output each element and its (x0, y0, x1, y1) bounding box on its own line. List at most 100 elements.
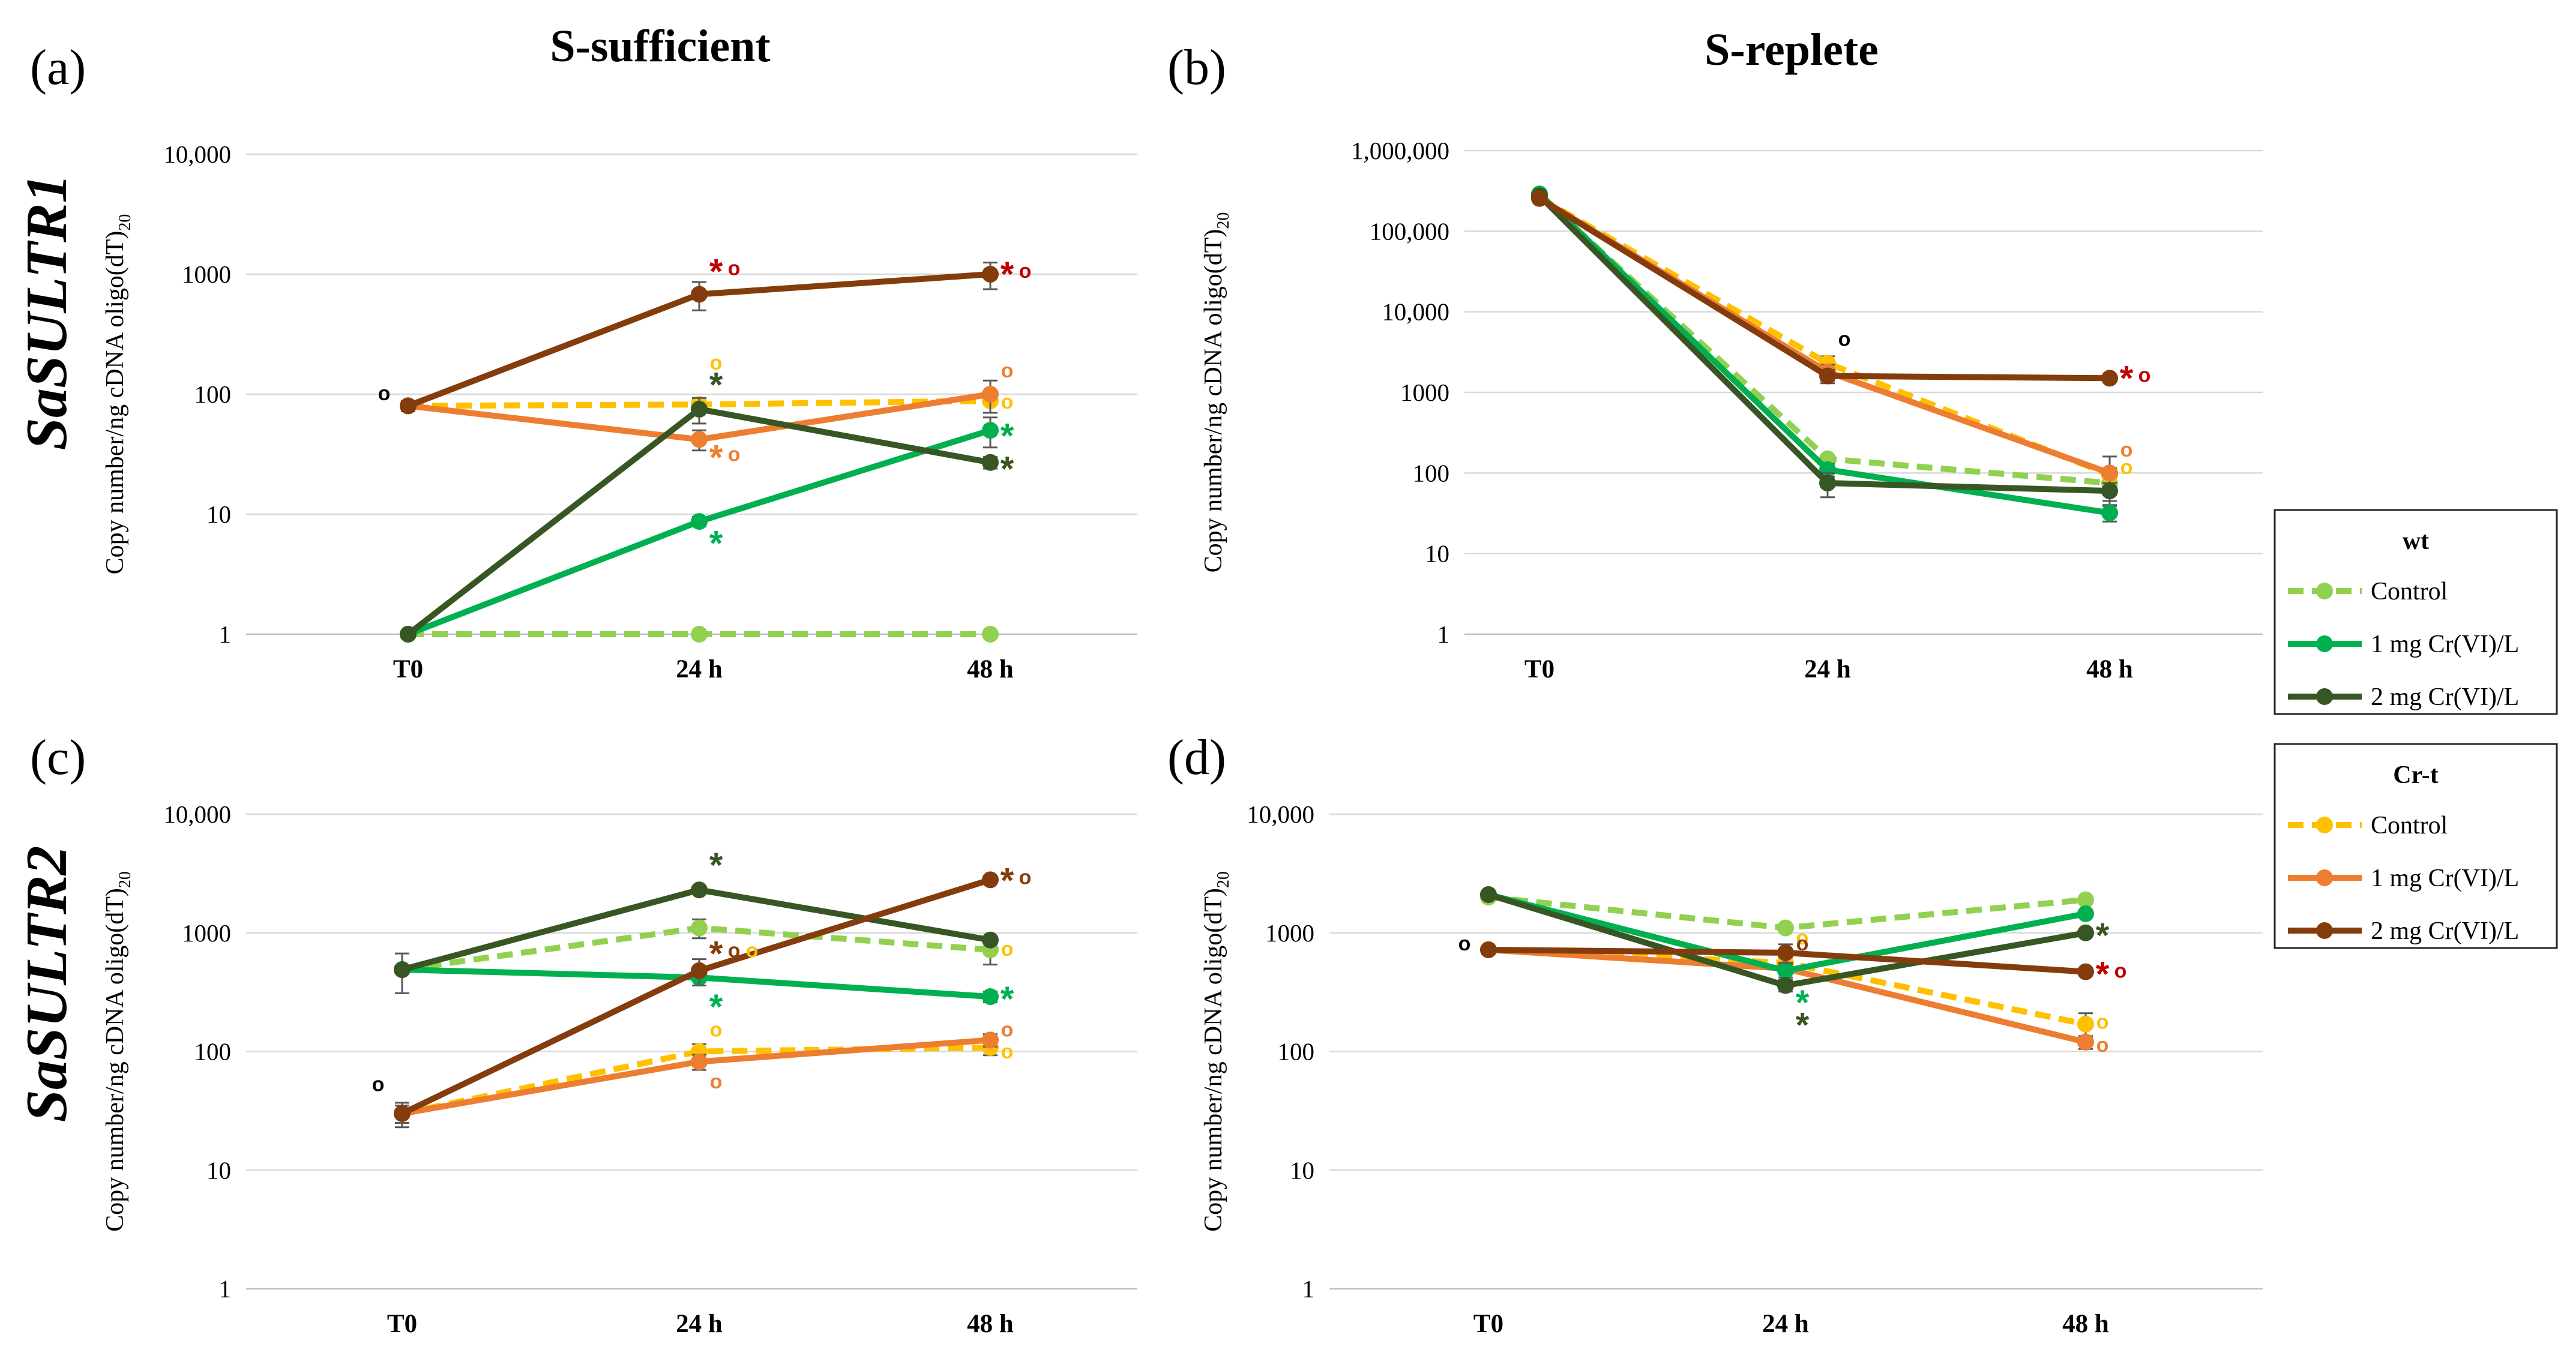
data-point (1819, 367, 1836, 385)
significance-circle: o (710, 1070, 723, 1093)
y-axis-label: Copy number/ng cDNA oligo(dT)20 (1200, 871, 1233, 1232)
y-tick-label: 1000 (1265, 919, 1314, 947)
significance-circle: o (710, 352, 723, 374)
y-axis-label-subscript: 20 (1214, 871, 1233, 888)
y-tick-label: 10,000 (163, 800, 231, 828)
x-tick-label: 24 h (1804, 655, 1851, 683)
row-title-sasultr2: SaSULTR2 (14, 845, 79, 1122)
legend-swatch-marker (2316, 635, 2333, 652)
significance-asterisk: * (1001, 861, 1014, 900)
series-wt_2mg (394, 881, 999, 979)
significance-asterisk: * (1001, 417, 1014, 456)
legend-item-label: Control (2371, 812, 2448, 839)
significance-asterisk: * (709, 253, 723, 292)
data-point (982, 454, 999, 471)
data-point (691, 286, 708, 303)
data-point (2101, 370, 2118, 387)
y-axis-label-subscript: 20 (116, 214, 134, 231)
series-line (407, 427, 992, 637)
series-line (1537, 193, 2110, 494)
y-tick-label: 1 (1437, 620, 1450, 648)
legend-title: wt (2403, 527, 2429, 555)
y-axis-label: Copy number/ng cDNA oligo(dT)20 (101, 214, 134, 575)
y-tick-label: 1 (219, 1275, 232, 1303)
legend-swatch-marker (2316, 583, 2333, 599)
significance-circle: o (1458, 932, 1471, 955)
series-line (1538, 195, 2111, 478)
significance-circle: o (1796, 926, 1809, 949)
legend-swatch-marker (2316, 869, 2333, 886)
data-point (691, 400, 708, 418)
significance-circle: o (2114, 960, 2127, 983)
data-point (982, 266, 999, 283)
legend-item-label: 1 mg Cr(VI)/L (2371, 865, 2519, 892)
significance-circle: o (372, 1073, 385, 1096)
column-title-s-sufficient: S-sufficient (550, 21, 770, 71)
y-tick-label: 100 (194, 380, 232, 408)
significance-asterisk: * (709, 846, 723, 885)
x-tick-label: 48 h (2062, 1310, 2109, 1338)
data-point (691, 919, 708, 937)
significance-circle: o (2120, 456, 2133, 479)
x-tick-label: 24 h (1762, 1310, 1809, 1338)
data-point (2101, 464, 2118, 482)
significance-circle: o (1838, 328, 1851, 350)
significance-circle: o (2120, 439, 2133, 461)
row-title-sasultr1: SaSULTR1 (14, 173, 79, 450)
x-tick-label: T0 (1524, 655, 1554, 683)
data-point (1777, 944, 1794, 961)
data-point (2077, 924, 2094, 941)
chart-panel-2: (c) 1 10 100 1000 10,000 Copy number/ng cDNA o… (30, 730, 1137, 1338)
y-tick-label: 1000 (1400, 379, 1449, 406)
y-tick-label: 10,000 (1382, 298, 1449, 326)
significance-asterisk: * (1001, 980, 1014, 1019)
significance-circle: o (1001, 938, 1014, 961)
significance-circle: o (728, 443, 741, 466)
significance-circle: o (1001, 1019, 1014, 1042)
x-tick-label: T0 (1473, 1310, 1503, 1338)
panels: (a) 1 10 100 1000 10,000 Copy number/ng cDNA o… (30, 40, 2263, 1338)
y-tick-label: 10 (1425, 540, 1449, 568)
series-crt_2mg (394, 871, 999, 1129)
x-tick-label: 48 h (967, 1310, 1014, 1338)
y-axis-label: Copy number/ng cDNA oligo(dT)20 (1200, 212, 1233, 573)
significance-asterisk: * (1796, 1006, 1810, 1045)
panel-label: (a) (30, 40, 86, 95)
data-point (982, 1031, 999, 1049)
legend-box (2274, 743, 2558, 949)
significance-asterisk: * (709, 988, 723, 1027)
y-tick-label: 10 (206, 500, 231, 528)
significance-circle: o (2138, 364, 2151, 387)
chart-panel-0: (a) 1 10 100 1000 10,000 Copy number/ng cDNA o… (30, 40, 1137, 683)
significance-circle: o (1796, 932, 1809, 955)
y-tick-label: 1 (1302, 1275, 1315, 1303)
data-point (982, 422, 999, 439)
data-point (1777, 977, 1794, 994)
data-point (400, 626, 417, 643)
series-wt_2mg (400, 397, 999, 643)
significance-circle: o (1001, 391, 1014, 413)
data-point (691, 431, 708, 448)
data-point (982, 931, 999, 949)
y-tick-label: 10 (1290, 1156, 1314, 1184)
panel-label: (c) (30, 730, 86, 785)
data-point (2077, 1015, 2094, 1033)
y-tick-label: 1 (219, 620, 232, 648)
significance-asterisk: * (2120, 359, 2134, 398)
significance-circle: o (1019, 866, 1032, 889)
significance-circle: o (728, 939, 741, 962)
significance-asterisk: * (1001, 449, 1014, 488)
y-axis-label-subscript: 20 (1214, 212, 1233, 229)
data-point (691, 881, 708, 899)
x-tick-label: 24 h (676, 655, 723, 683)
y-axis-label: Copy number/ng cDNA oligo(dT)20 (101, 871, 134, 1232)
y-tick-label: 100,000 (1370, 217, 1449, 245)
significance-asterisk: * (709, 439, 723, 478)
significance-circle: o (2096, 1034, 2109, 1057)
legend-item-label: 2 mg Cr(VI)/L (2371, 683, 2519, 711)
y-tick-label: 10 (206, 1156, 231, 1184)
y-axis-label-main: Copy number/ng cDNA oligo(dT) (1200, 888, 1227, 1232)
significance-circle: o (1001, 359, 1014, 382)
